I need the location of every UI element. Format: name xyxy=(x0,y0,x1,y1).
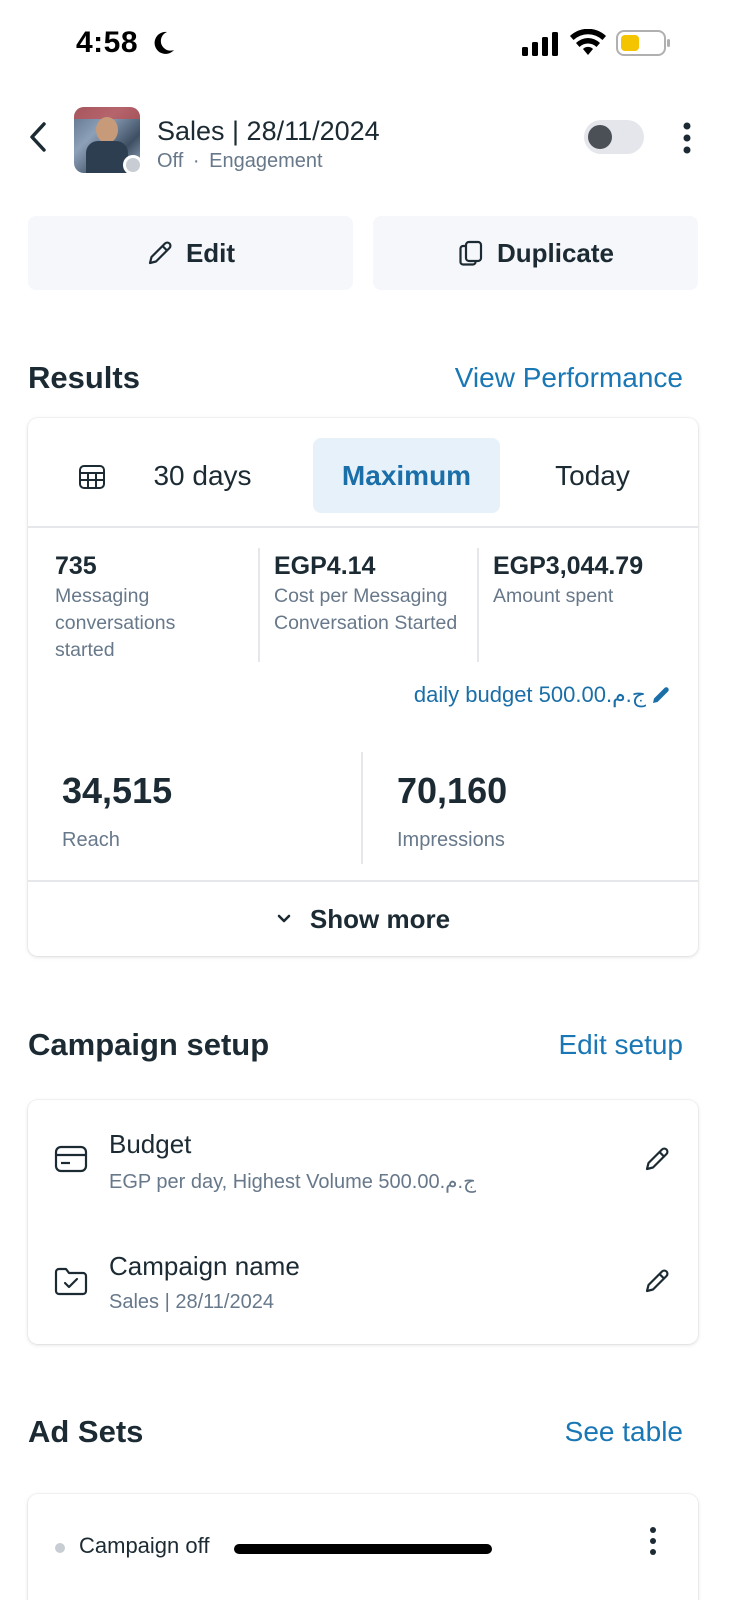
tab-30-days[interactable]: 30 days xyxy=(153,459,252,491)
edit-setup-link[interactable]: Edit setup xyxy=(558,1029,683,1060)
reach-label: Reach xyxy=(62,829,120,851)
tab-today[interactable]: Today xyxy=(555,459,630,491)
tab-maximum[interactable]: Maximum xyxy=(313,438,500,513)
metric-amount-spent: EGP3,044.79 Amount spent xyxy=(493,552,643,610)
budget-title: Budget xyxy=(109,1129,192,1159)
moon-icon xyxy=(154,31,174,54)
subtitle-separator: · xyxy=(192,150,200,172)
calendar-icon[interactable] xyxy=(78,463,106,491)
chevron-down-icon xyxy=(277,914,291,923)
campaign-status-dot xyxy=(123,155,143,175)
campaign-setup-title: Campaign setup xyxy=(28,1027,270,1062)
edit-campaign-name-icon[interactable] xyxy=(643,1267,671,1295)
pencil-icon xyxy=(653,687,669,703)
metric-value: EGP3,044.79 xyxy=(493,552,644,580)
duplicate-icon xyxy=(459,240,483,266)
impressions-value: 70,160 xyxy=(397,770,508,811)
metric-label: Amount spent xyxy=(493,585,614,607)
ad-sets-title: Ad Sets xyxy=(28,1414,144,1449)
metric-value: EGP4.14 xyxy=(274,552,376,580)
battery-icon xyxy=(616,30,670,56)
metric-value: 735 xyxy=(55,552,97,580)
divider xyxy=(258,548,260,662)
metric-cost-per-conversation: EGP4.14 Cost per Messaging Conversation … xyxy=(274,552,457,637)
daily-budget-text: daily budget 500.00.ج.م xyxy=(413,682,646,707)
pencil-icon xyxy=(148,241,172,265)
daily-budget-link[interactable]: daily budget 500.00.ج.م xyxy=(414,682,672,708)
budget-subtitle: EGP per day, Highest Volume 500.00.ج.م xyxy=(109,1171,476,1193)
more-options-icon[interactable] xyxy=(680,122,694,154)
metric-label: Messaging conversations started xyxy=(55,585,176,661)
edit-button[interactable]: Edit xyxy=(28,216,353,290)
ad-set-more-icon[interactable] xyxy=(646,1526,660,1556)
divider xyxy=(28,526,698,528)
ad-set-name-redacted xyxy=(234,1544,492,1554)
ad-set-status-dot xyxy=(55,1543,65,1553)
show-more-label: Show more xyxy=(309,903,451,934)
divider xyxy=(477,548,479,662)
campaign-setup-card xyxy=(28,1100,698,1344)
divider xyxy=(28,880,698,882)
ad-set-status: Campaign off xyxy=(79,1533,210,1558)
edit-budget-icon[interactable] xyxy=(643,1145,671,1173)
budget-card-icon xyxy=(54,1145,88,1173)
show-more-button[interactable]: Show more xyxy=(28,882,698,956)
campaign-objective: Engagement xyxy=(209,150,323,172)
duplicate-button[interactable]: Duplicate xyxy=(373,216,698,290)
duplicate-button-label: Duplicate xyxy=(496,237,615,268)
campaign-name-title: Campaign name xyxy=(109,1251,300,1281)
campaign-subtitle: Off · Engagement xyxy=(157,150,323,173)
metric-label: Cost per Messaging Conversation Started xyxy=(274,585,458,634)
folder-check-icon xyxy=(54,1267,88,1296)
campaign-title: Sales | 28/11/2024 xyxy=(157,116,380,146)
impressions-label: Impressions xyxy=(397,829,505,851)
back-chevron-icon[interactable] xyxy=(26,120,50,154)
see-table-link[interactable]: See table xyxy=(564,1416,683,1447)
cellular-signal-icon xyxy=(522,32,558,56)
campaign-status-text: Off xyxy=(157,150,184,172)
reach-value: 34,515 xyxy=(62,770,173,811)
edit-button-label: Edit xyxy=(185,237,236,268)
wifi-icon xyxy=(570,29,606,55)
results-title: Results xyxy=(28,360,140,395)
metric-conversations: 735 Messaging conversations started xyxy=(55,552,175,664)
view-performance-link[interactable]: View Performance xyxy=(454,362,683,393)
campaign-toggle[interactable] xyxy=(584,120,644,154)
divider xyxy=(361,752,363,864)
campaign-name-subtitle: Sales | 28/11/2024 xyxy=(109,1291,274,1313)
status-time: 4:58 xyxy=(76,26,139,59)
